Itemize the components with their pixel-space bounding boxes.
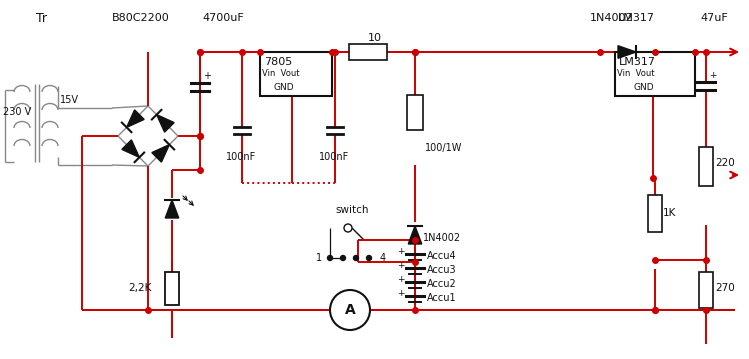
- Bar: [615, 52, 695, 96]
- Text: 15V: 15V: [60, 95, 79, 105]
- Text: A: A: [345, 303, 355, 317]
- Polygon shape: [618, 46, 636, 58]
- Text: Tr: Tr: [36, 11, 47, 24]
- Text: 4: 4: [380, 253, 386, 263]
- Text: GND: GND: [274, 83, 294, 92]
- Text: Vin  Vout: Vin Vout: [617, 70, 655, 79]
- Text: switch: switch: [335, 205, 369, 215]
- Text: +: +: [397, 275, 404, 284]
- Text: 1N4002: 1N4002: [423, 233, 461, 243]
- Text: 10: 10: [368, 33, 382, 43]
- Text: Accu4: Accu4: [427, 251, 457, 261]
- Text: Vin  Vout: Vin Vout: [262, 70, 300, 79]
- Polygon shape: [166, 200, 179, 218]
- Circle shape: [330, 290, 370, 330]
- Bar: [349, 44, 387, 60]
- Text: B80C2200: B80C2200: [112, 13, 170, 23]
- Bar: [260, 52, 332, 96]
- Text: +: +: [397, 261, 404, 270]
- Text: GND: GND: [633, 83, 654, 92]
- Text: 1K: 1K: [663, 208, 676, 218]
- Text: +: +: [203, 71, 211, 81]
- Text: 1N4002: 1N4002: [590, 13, 634, 23]
- Text: 230 V: 230 V: [3, 107, 31, 117]
- Text: 1: 1: [316, 253, 322, 263]
- Text: 7805: 7805: [264, 57, 292, 67]
- Text: 47uF: 47uF: [700, 13, 728, 23]
- Circle shape: [344, 224, 352, 232]
- Bar: [699, 272, 713, 308]
- Text: 100/1W: 100/1W: [425, 143, 462, 153]
- Text: LM317: LM317: [619, 57, 656, 67]
- Text: 4700uF: 4700uF: [202, 13, 243, 23]
- Text: Accu3: Accu3: [427, 265, 457, 275]
- Text: 2,2K: 2,2K: [128, 283, 151, 293]
- Text: +: +: [709, 70, 717, 79]
- Text: Accu1: Accu1: [427, 293, 457, 303]
- Text: 100nF: 100nF: [319, 152, 349, 162]
- Bar: [648, 195, 662, 232]
- Text: 220: 220: [715, 158, 735, 168]
- Bar: [165, 272, 179, 305]
- Text: 100nF: 100nF: [226, 152, 256, 162]
- Text: +: +: [397, 247, 404, 256]
- Text: +: +: [397, 289, 404, 298]
- Polygon shape: [408, 226, 422, 244]
- Polygon shape: [157, 115, 174, 132]
- Text: LM317: LM317: [617, 13, 655, 23]
- Polygon shape: [122, 140, 139, 157]
- Circle shape: [341, 256, 345, 261]
- Circle shape: [327, 256, 333, 261]
- Circle shape: [354, 256, 359, 261]
- Bar: [699, 147, 713, 186]
- Text: Accu2: Accu2: [427, 279, 457, 289]
- Bar: [407, 95, 423, 130]
- Text: 270: 270: [715, 283, 735, 293]
- Polygon shape: [127, 110, 144, 127]
- Polygon shape: [152, 145, 169, 162]
- Circle shape: [366, 256, 372, 261]
